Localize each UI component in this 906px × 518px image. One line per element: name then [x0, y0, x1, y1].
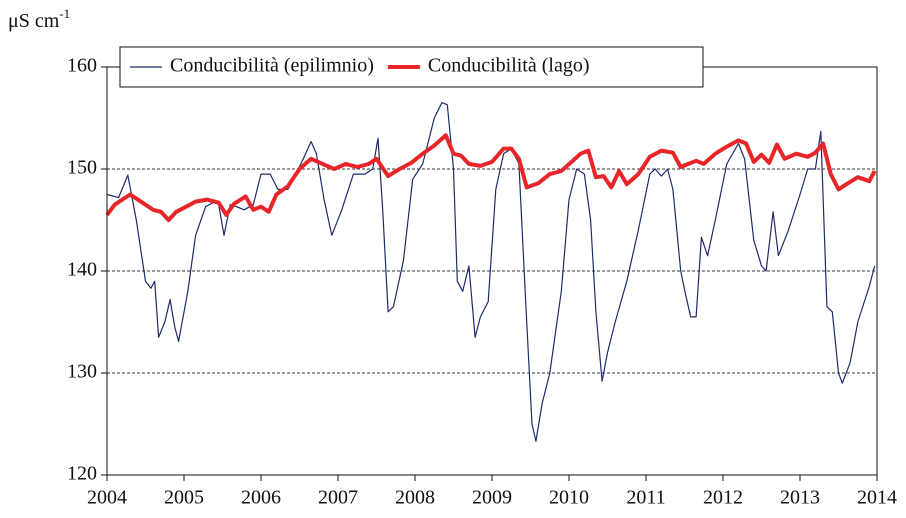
data-line: [105, 133, 877, 222]
x-tick-label: 2007: [318, 487, 358, 509]
x-tick-label: 2005: [164, 487, 204, 509]
x-tick-label: 2006: [241, 487, 281, 509]
y-tick-label: 150: [67, 157, 97, 179]
legend-label: Conducibilità (epilimnio): [170, 55, 374, 77]
x-tick-label: 2012: [703, 487, 743, 509]
legend-box: [119, 46, 704, 88]
y-tick-label: 130: [67, 361, 97, 383]
data-line: [106, 102, 876, 442]
y-axis-label: μS cm-1: [8, 6, 70, 32]
x-tick-label: 2010: [549, 487, 589, 509]
x-tick-label: 2013: [780, 487, 820, 509]
y-tick-label: 120: [67, 463, 97, 485]
x-tick-label: 2004: [87, 487, 127, 509]
y-label-main: μS cm: [8, 10, 60, 32]
x-tick-label: 2011: [626, 487, 665, 509]
y-tick-label: 140: [67, 259, 97, 281]
legend-label: Conducibilità (lago): [428, 55, 590, 77]
x-tick-label: 2008: [395, 487, 435, 509]
x-tick-label: 2014: [857, 487, 897, 509]
y-tick-label: 160: [67, 55, 97, 77]
y-label-sup: -1: [59, 6, 70, 21]
x-tick-label: 2009: [472, 487, 512, 509]
